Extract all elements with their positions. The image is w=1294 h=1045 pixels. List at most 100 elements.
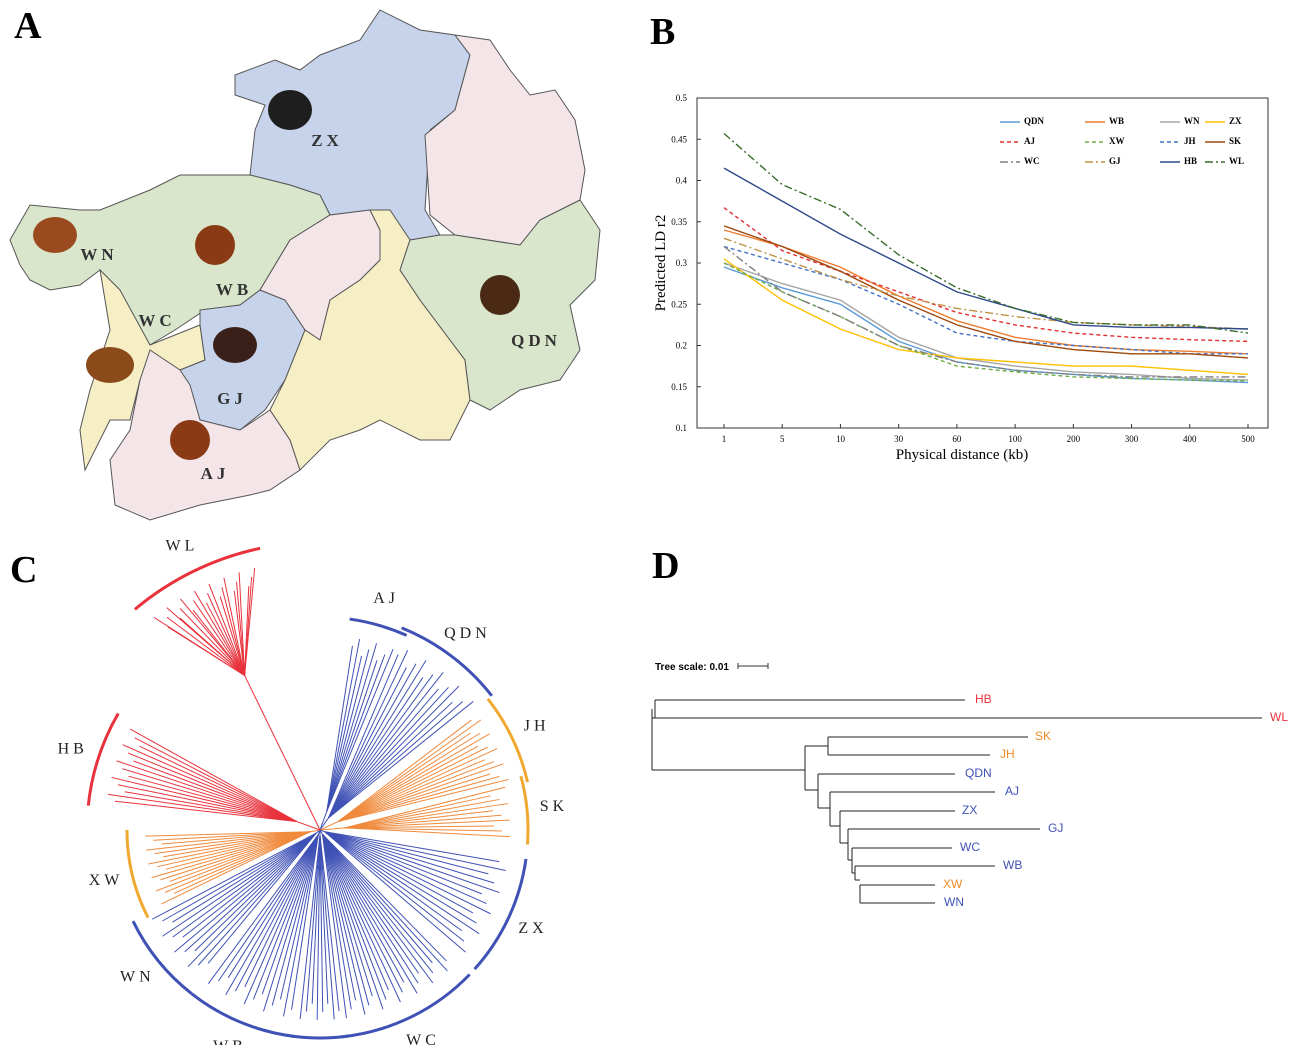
branch [123, 745, 297, 822]
tree-d-branches [652, 700, 1262, 903]
x-tick-label: 5 [780, 434, 785, 444]
clade-arc [521, 776, 528, 844]
region-label: WB [216, 280, 252, 299]
region-label: GJ [217, 389, 247, 408]
y-tick-label: 0.15 [671, 382, 687, 392]
branch [245, 835, 319, 987]
y-tick-label: 0.45 [671, 134, 687, 144]
y-tick-label: 0.3 [676, 258, 688, 268]
tip-label: WL [1270, 710, 1288, 724]
clade-arc [135, 548, 260, 609]
clade-label: QDN [444, 625, 491, 642]
branch [338, 734, 490, 822]
branch [325, 832, 494, 883]
series-line [724, 226, 1248, 358]
branch [652, 700, 1262, 903]
clade-arc [291, 1036, 349, 1038]
x-axis-label: Physical distance (kb) [896, 447, 1028, 463]
chicken [195, 225, 235, 265]
chicken [213, 327, 257, 363]
clade-arc [488, 699, 528, 782]
legend-label: QDN [1024, 116, 1045, 126]
legend-label: GJ [1109, 156, 1121, 166]
tree-scale-label: Tree scale: 0.01 [655, 662, 729, 673]
panel-label: B [650, 11, 675, 53]
tip-label: XW [943, 877, 963, 891]
clade-label: WL [165, 538, 198, 555]
clade-arc [350, 619, 407, 635]
tip-label: GJ [1048, 821, 1063, 835]
clade-label: SK [540, 798, 568, 815]
clade-label: ZX [518, 920, 547, 937]
legend-label: SK [1229, 136, 1241, 146]
clade-label: WB [213, 1038, 247, 1045]
legend-label: XW [1109, 136, 1125, 146]
x-tick-label: 200 [1067, 434, 1081, 444]
region-label: AJ [201, 464, 230, 483]
clade-label: AJ [373, 590, 399, 607]
legend-label: WN [1184, 116, 1200, 126]
x-tick-label: 10 [836, 434, 846, 444]
clade-label: WN [120, 969, 155, 986]
series-line [724, 238, 1248, 329]
branch [194, 591, 244, 675]
region-label: WN [80, 245, 117, 264]
legend-label: WB [1109, 116, 1124, 126]
tip-label: WN [944, 895, 964, 909]
series-line [724, 208, 1248, 342]
x-tick-label: 100 [1008, 434, 1022, 444]
branch [325, 832, 477, 923]
series-line [724, 230, 1248, 354]
branch [208, 833, 316, 963]
clade-arc [88, 714, 118, 806]
x-tick-label: 30 [894, 434, 904, 444]
x-tick-label: 60 [952, 434, 962, 444]
clade-arc [475, 859, 526, 969]
tree-scale-bar [738, 663, 768, 669]
branch [323, 834, 387, 999]
legend-label: AJ [1024, 136, 1035, 146]
chicken [268, 90, 312, 130]
panel-label: A [14, 5, 42, 47]
y-tick-label: 0.2 [676, 341, 687, 351]
legend-label: ZX [1229, 116, 1242, 126]
legend-label: WL [1229, 156, 1244, 166]
chicken [33, 217, 77, 253]
region-label: WC [138, 311, 175, 330]
clade-label: JH [524, 717, 550, 734]
clade-arc [192, 994, 295, 1037]
map [10, 10, 600, 520]
chicken [86, 347, 134, 383]
region-label: ZX [311, 131, 343, 150]
tip-label: WC [960, 840, 980, 854]
x-tick-label: 300 [1125, 434, 1139, 444]
legend-label: JH [1184, 136, 1196, 146]
clade-label: WC [406, 1032, 440, 1045]
chicken [170, 420, 210, 460]
y-tick-label: 0.1 [676, 423, 687, 433]
x-tick-label: 1 [722, 434, 727, 444]
branch [325, 832, 500, 862]
tip-label: ZX [962, 803, 977, 817]
tip-label: AJ [1005, 784, 1019, 798]
branch [180, 609, 245, 676]
clade-arc [342, 974, 470, 1036]
chicken [480, 275, 520, 315]
clade-arc [127, 830, 148, 918]
branch [323, 834, 418, 993]
series-line [724, 259, 1248, 375]
series-line [724, 134, 1248, 334]
branch [329, 702, 463, 818]
clade-label: HB [58, 740, 88, 757]
branch [323, 834, 419, 973]
legend-label: WC [1024, 156, 1040, 166]
y-tick-label: 0.35 [671, 217, 687, 227]
legend-label: HB [1184, 156, 1197, 166]
figure: ZX WN WB WC GJ AJ QDN A B C D Predicted … [0, 0, 1294, 1045]
series-line [724, 263, 1248, 380]
branch [162, 833, 316, 936]
tip-label: WB [1003, 858, 1022, 872]
y-axis-label: Predicted LD r2 [653, 215, 669, 312]
tip-label: HB [975, 692, 992, 706]
branch [118, 785, 297, 822]
